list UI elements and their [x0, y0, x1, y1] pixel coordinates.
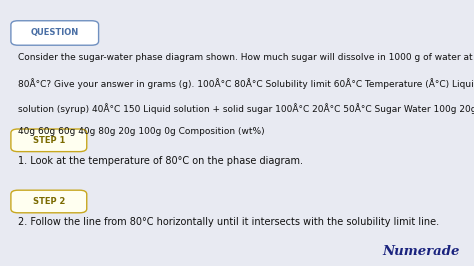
- FancyBboxPatch shape: [11, 190, 87, 213]
- Text: 2. Follow the line from 80°C horizontally until it intersects with the solubilit: 2. Follow the line from 80°C horizontall…: [18, 217, 439, 227]
- Text: 1. Look at the temperature of 80°C on the phase diagram.: 1. Look at the temperature of 80°C on th…: [18, 156, 303, 166]
- Text: 40g 60g 60g 40g 80g 20g 100g 0g Composition (wt%): 40g 60g 60g 40g 80g 20g 100g 0g Composit…: [18, 127, 264, 136]
- Text: Consider the sugar-water phase diagram shown. How much sugar will dissolve in 10: Consider the sugar-water phase diagram s…: [18, 53, 473, 62]
- FancyBboxPatch shape: [11, 21, 99, 45]
- Text: Numerade: Numerade: [383, 245, 460, 258]
- Text: STEP 2: STEP 2: [33, 197, 65, 206]
- Text: 80Å°C? Give your answer in grams (g). 100Å°C 80Å°C Solubility limit 60Å°C Temper: 80Å°C? Give your answer in grams (g). 10…: [18, 78, 474, 89]
- Text: STEP 1: STEP 1: [33, 136, 65, 145]
- Text: QUESTION: QUESTION: [31, 28, 79, 38]
- FancyBboxPatch shape: [11, 129, 87, 152]
- Text: solution (syrup) 40Å°C 150 Liquid solution + solid sugar 100Å°C 20Å°C 50Å°C Suga: solution (syrup) 40Å°C 150 Liquid soluti…: [18, 103, 474, 114]
